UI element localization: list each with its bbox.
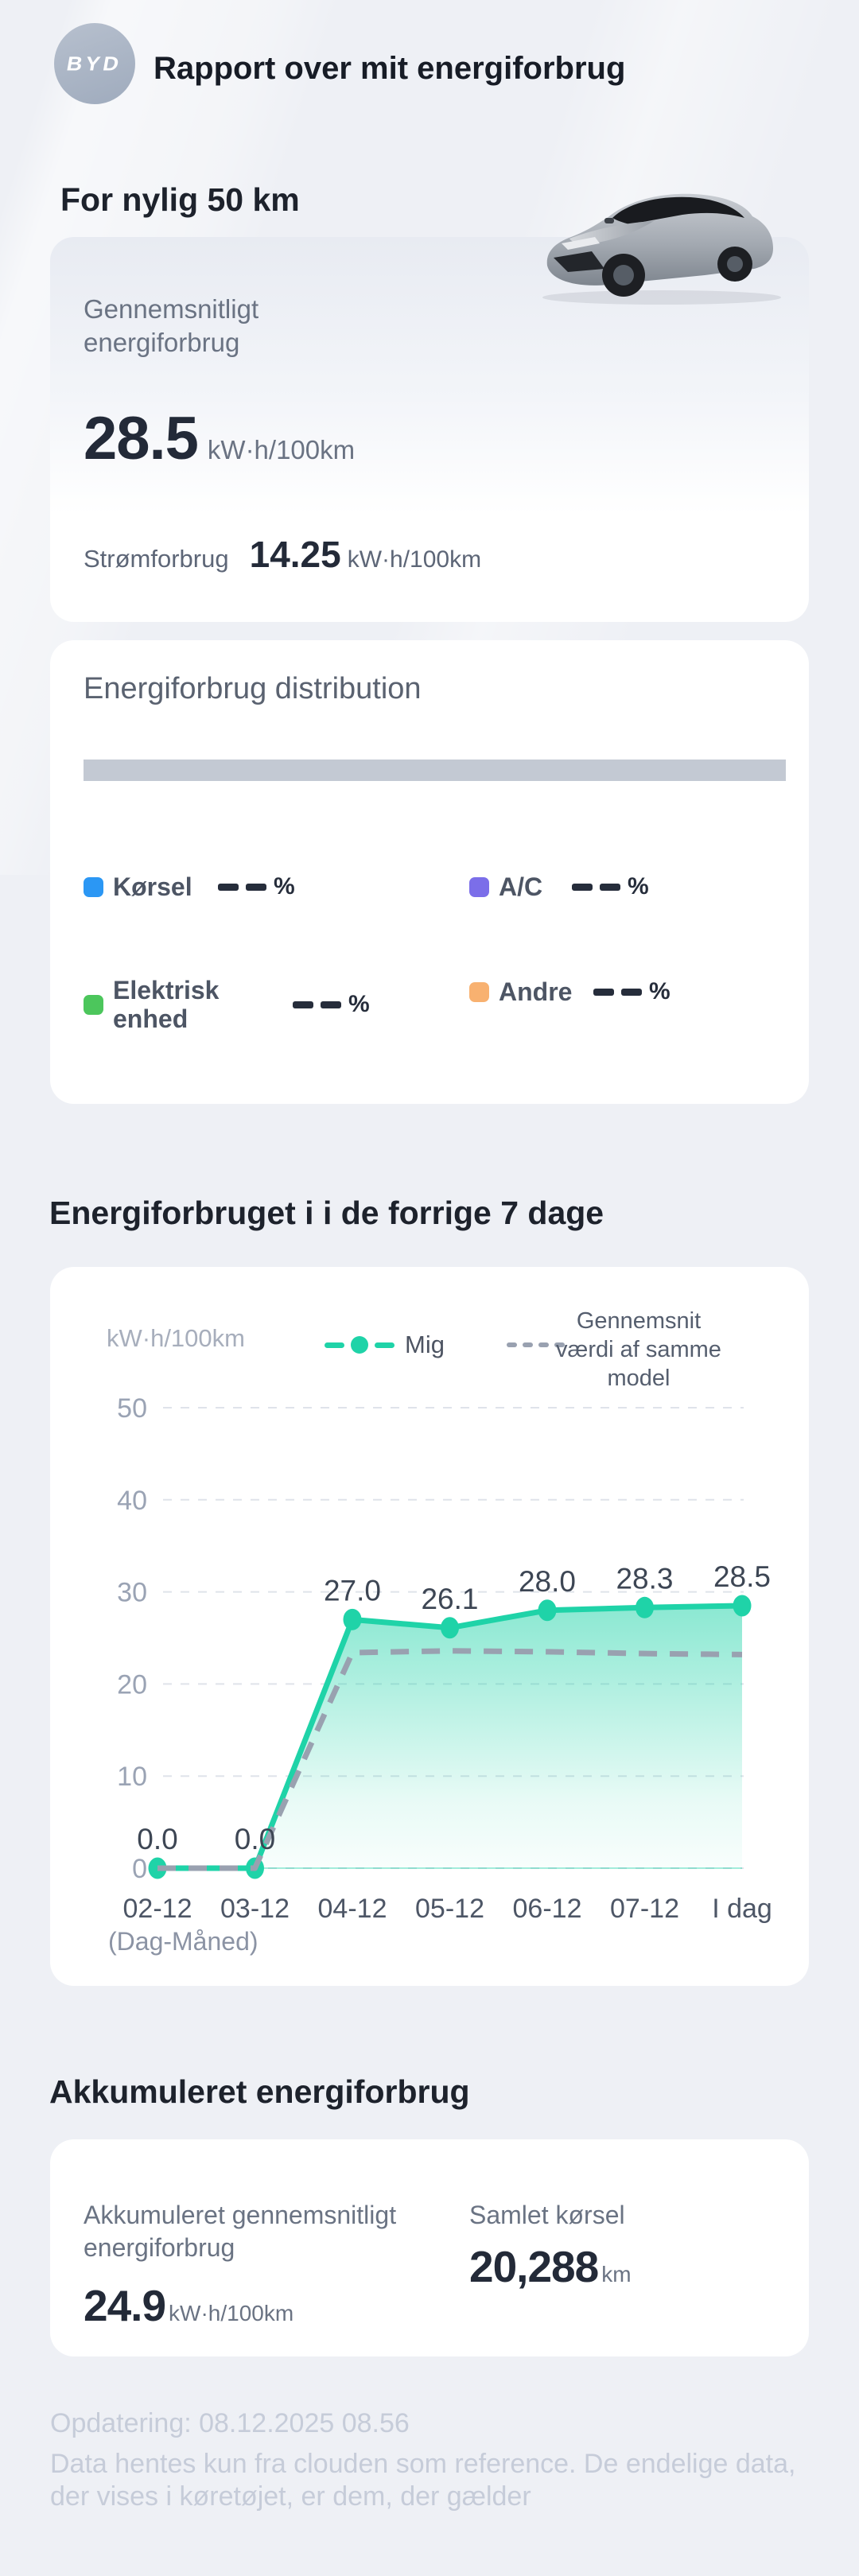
recent-consumption-card: Gennemsnitligt energiforbrug 28.5 kW·h/1… xyxy=(50,237,809,622)
andre-unit: % xyxy=(649,978,670,1004)
accumulated-card: Akkumuleret gennemsnitligt energiforbrug… xyxy=(50,2139,809,2356)
total-driving-value-row: 20,288 km xyxy=(469,2241,787,2292)
car-mirror xyxy=(604,218,614,223)
data-point-label: 0.0 xyxy=(235,1823,275,1855)
car-image xyxy=(542,193,781,305)
data-point-label: 0.0 xyxy=(137,1823,177,1855)
data-point xyxy=(441,1617,459,1639)
car-shadow xyxy=(542,290,781,305)
ac-unit: % xyxy=(628,873,649,899)
car-rear-hub xyxy=(727,256,743,272)
accumulated-avg-block: Akkumuleret gennemsnitligt energiforbrug… xyxy=(84,2199,433,2331)
distribution-card: Energiforbrug distribution Kørsel % A/C … xyxy=(50,640,809,1104)
accumulated-avg-value: 24.9 xyxy=(84,2281,166,2330)
power-consumption-unit: kW·h/100km xyxy=(347,546,482,573)
total-driving-label: Samlet kørsel xyxy=(469,2201,625,2229)
mig-legend-label: Mig xyxy=(405,1331,445,1358)
legend-item-elektrisk-enhed: Elektrisk enhed % xyxy=(84,976,370,1033)
data-point xyxy=(538,1599,557,1622)
andre-value-dashes xyxy=(593,988,642,996)
avg-consumption-value: 28.5 xyxy=(84,405,199,472)
avg-consumption-value-row: 28.5 kW·h/100km xyxy=(84,404,355,473)
y-tick-label: 30 xyxy=(117,1578,147,1608)
y-tick-label: 10 xyxy=(117,1762,147,1792)
data-point xyxy=(733,1595,752,1617)
chart-x-axis-note: (Dag-Måned) xyxy=(108,1927,258,1956)
data-point-label: 28.5 xyxy=(713,1560,771,1593)
x-tick-label: I dag xyxy=(712,1894,772,1924)
distribution-title: Energiforbrug distribution xyxy=(84,672,422,705)
byd-logo-text: BYD xyxy=(65,52,125,75)
car-front-hub xyxy=(613,265,634,286)
area-fill xyxy=(157,1605,742,1868)
y-tick-label: 50 xyxy=(117,1393,147,1424)
weekly-consumption-chart: 0 10 20 30 40 50 0.0 0.0 27.0 26.1 28.0 28.3 28.5 02-… xyxy=(117,1393,772,1924)
weekly-section-title: Energiforbruget i i de forrige 7 dage xyxy=(49,1195,604,1231)
data-point-label: 28.0 xyxy=(519,1565,576,1598)
ac-label: A/C xyxy=(499,872,543,901)
korsel-unit: % xyxy=(274,873,295,899)
chart-y-unit-label: kW·h/100km xyxy=(107,1324,245,1352)
elektrisk-enhed-value-dashes xyxy=(293,1000,341,1008)
x-tick-label: 05-12 xyxy=(415,1894,484,1924)
x-tick-label: 07-12 xyxy=(610,1894,679,1924)
accumulated-avg-value-row: 24.9 kW·h/100km xyxy=(84,2280,433,2331)
accumulated-section-title: Akkumuleret energiforbrug xyxy=(49,2073,470,2110)
ac-value-dashes xyxy=(572,883,620,891)
x-tick-label: 04-12 xyxy=(318,1894,387,1924)
distribution-bar xyxy=(84,760,786,781)
average-line xyxy=(157,1648,743,1871)
byd-logo: BYD xyxy=(54,23,135,104)
x-tick-label: 02-12 xyxy=(123,1894,192,1924)
update-timestamp: Opdatering: 08.12.2025 08.56 xyxy=(50,2408,410,2438)
data-point-label: 28.3 xyxy=(616,1562,673,1595)
andre-label: Andre xyxy=(499,977,573,1006)
data-point-label: 26.1 xyxy=(421,1583,478,1615)
avg-consumption-unit: kW·h/100km xyxy=(207,435,356,464)
page-title: Rapport over mit energiforbrug xyxy=(154,51,626,86)
data-point xyxy=(343,1608,362,1630)
korsel-value-dashes xyxy=(218,883,266,891)
avg-consumption-label: Gennemsnitligt energiforbrug xyxy=(84,294,259,357)
data-point-label: 27.0 xyxy=(324,1574,381,1607)
accumulated-avg-label: Akkumuleret gennemsnitligt energiforbrug xyxy=(84,2201,397,2262)
y-tick-label: 40 xyxy=(117,1486,147,1516)
elektrisk-enhed-unit: % xyxy=(348,991,370,1017)
legend-item-ac: A/C % xyxy=(469,872,649,901)
accumulated-avg-unit: kW·h/100km xyxy=(169,2301,294,2325)
legend-item-korsel: Kørsel % xyxy=(84,872,295,901)
total-driving-block: Samlet kørsel 20,288 km xyxy=(469,2199,787,2292)
elektrisk-enhed-swatch xyxy=(84,994,103,1015)
power-consumption-value: 14.25 xyxy=(249,534,341,575)
recent-section-title: For nylig 50 km xyxy=(60,181,300,218)
mig-line-swatch xyxy=(375,1342,395,1348)
ac-swatch xyxy=(469,876,489,897)
x-tick-label: 06-12 xyxy=(513,1894,582,1924)
x-tick-label: 03-12 xyxy=(220,1894,290,1924)
weekly-chart-card: kW·h/100km Mig Gennemsnit værdi af samme… xyxy=(50,1267,809,1986)
data-point xyxy=(636,1596,654,1618)
average-legend-label: Gennemsnit værdi af samme model xyxy=(556,1308,721,1391)
power-consumption-row: Strømforbrug 14.25 kW·h/100km xyxy=(84,533,481,576)
power-consumption-label: Strømforbrug xyxy=(84,545,229,573)
elektrisk-enhed-label: Elektrisk enhed xyxy=(113,976,220,1033)
y-tick-label: 0 xyxy=(132,1854,147,1884)
total-driving-value: 20,288 xyxy=(469,2242,599,2291)
legend-mig: Mig xyxy=(325,1331,445,1359)
legend-item-andre: Andre % xyxy=(469,977,670,1006)
mig-dot-swatch xyxy=(351,1336,368,1354)
korsel-label: Kørsel xyxy=(113,872,192,901)
y-tick-label: 20 xyxy=(117,1669,147,1700)
mig-line-swatch xyxy=(325,1342,344,1348)
korsel-swatch xyxy=(84,876,103,897)
andre-swatch xyxy=(469,981,489,1002)
total-driving-unit: km xyxy=(601,2262,632,2287)
disclaimer-text: Data hentes kun fra clouden som referenc… xyxy=(50,2449,796,2512)
average-line-swatch xyxy=(507,1342,565,1347)
